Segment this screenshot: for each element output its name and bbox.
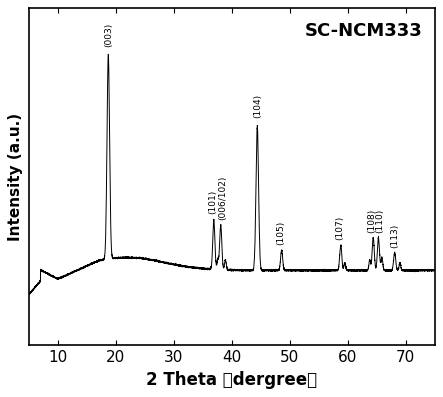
Text: (108): (108) [367, 209, 376, 233]
Text: (006/102): (006/102) [218, 175, 227, 220]
Text: (003): (003) [104, 23, 113, 47]
Text: (101): (101) [208, 190, 217, 214]
Text: (110): (110) [375, 209, 384, 233]
X-axis label: 2 Theta （dergree）: 2 Theta （dergree） [146, 371, 317, 389]
Text: (105): (105) [276, 221, 286, 245]
Y-axis label: Intensity (a.u.): Intensity (a.u.) [8, 113, 23, 241]
Text: SC-NCM333: SC-NCM333 [305, 22, 423, 40]
Text: (113): (113) [390, 224, 399, 248]
Text: (107): (107) [335, 216, 344, 241]
Text: (104): (104) [253, 94, 262, 118]
